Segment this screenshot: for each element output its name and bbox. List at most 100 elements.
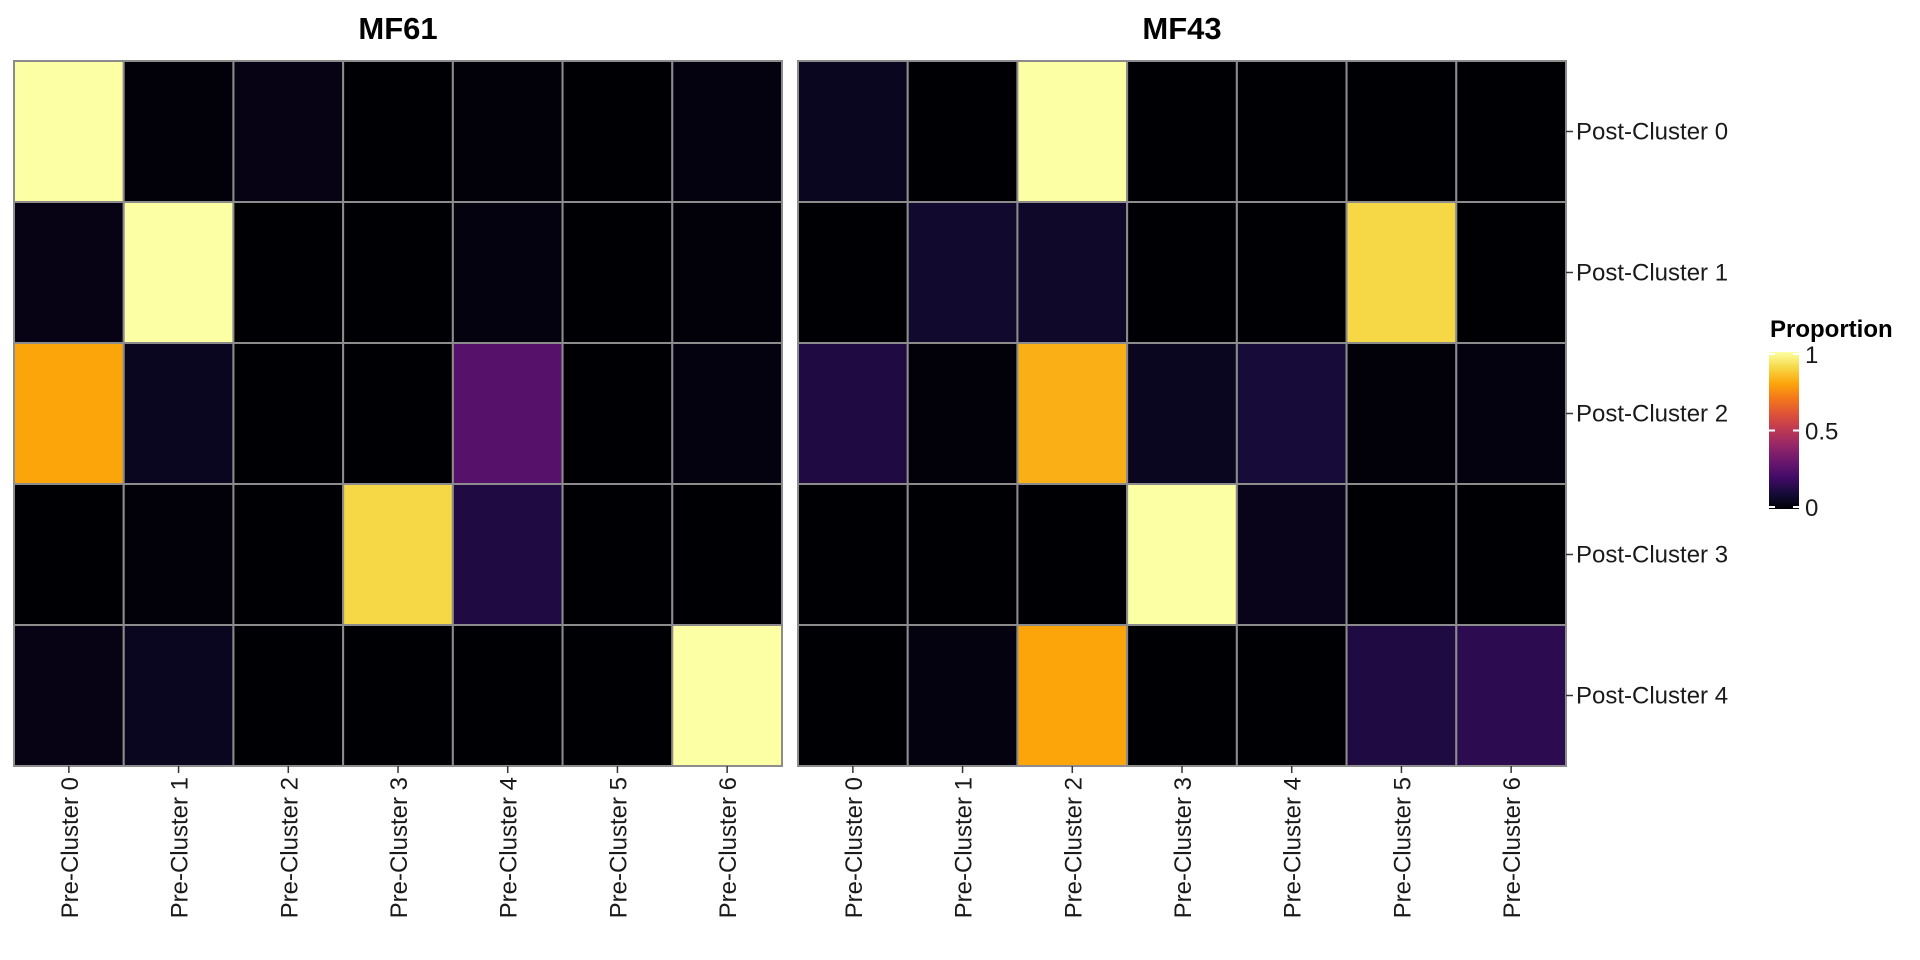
heatmap-cell	[342, 201, 454, 344]
x-tick-label: Pre-Cluster 0	[841, 777, 868, 918]
heatmap-cell	[232, 60, 345, 203]
y-tick-label: Post-Cluster 3	[1576, 542, 1728, 569]
y-tick-label: Post-Cluster 4	[1576, 683, 1728, 710]
heatmap-cell	[13, 624, 125, 767]
heatmap-cell	[797, 483, 909, 626]
heatmap-cell	[122, 60, 235, 203]
x-tick-label: Pre-Cluster 4	[496, 777, 523, 918]
heatmap-cell	[13, 483, 125, 626]
heatmap-cell	[1345, 624, 1458, 767]
x-tick-label: Pre-Cluster 6	[715, 777, 742, 918]
legend-tick-label: 1	[1805, 342, 1818, 369]
heatmap-cell	[451, 201, 564, 344]
heatmap-cell	[451, 60, 564, 203]
heatmap-cell	[232, 624, 345, 767]
heatmap-cell	[1345, 201, 1458, 344]
heatmap-cell	[13, 342, 125, 485]
heatmap-cell	[13, 201, 125, 344]
heatmap-cell	[1235, 624, 1348, 767]
heatmap-cell	[451, 342, 564, 485]
panels-layer: MF61 Pre-Cluster 0 Pre-Cluster 1 Pre-Cluste…	[13, 11, 1728, 918]
heatmap-cell	[1235, 201, 1348, 344]
heatmap-cell	[1345, 483, 1458, 626]
heatmap-cell	[671, 483, 783, 626]
heatmap-cell	[1126, 60, 1238, 203]
heatmap-cell	[1455, 483, 1568, 626]
heatmap-cell	[342, 60, 454, 203]
x-tick-label: Pre-Cluster 1	[167, 777, 194, 918]
y-tick-label: Post-Cluster 2	[1576, 401, 1728, 428]
heatmap-cell	[797, 60, 909, 203]
heatmap-cell	[561, 60, 674, 203]
heatmap-cell	[451, 624, 564, 767]
x-tick-label: Pre-Cluster 0	[57, 777, 84, 918]
heatmap-cell	[122, 624, 235, 767]
x-tick-label: Pre-Cluster 6	[1499, 777, 1526, 918]
heatmap-cell	[671, 342, 783, 485]
x-tick-label: Pre-Cluster 5	[605, 777, 632, 918]
heatmap-cell	[1126, 624, 1238, 767]
heatmap-cell	[671, 60, 783, 203]
heatmap-cell	[1455, 201, 1568, 344]
heatmap-cell	[13, 60, 125, 203]
x-tick-label: Pre-Cluster 3	[1170, 777, 1197, 918]
heatmap-cell	[122, 342, 235, 485]
heatmap-cell	[1345, 342, 1458, 485]
legend-title: Proportion	[1770, 316, 1893, 343]
heatmap-cell	[1235, 483, 1348, 626]
y-tick-label: Post-Cluster 0	[1576, 119, 1728, 146]
heatmap-cell	[451, 483, 564, 626]
legend: Proportion 0 0.5 1	[1769, 316, 1893, 522]
heatmap-cell	[342, 624, 454, 767]
heatmap-cell	[1455, 624, 1568, 767]
panel-mf61: MF61 Pre-Cluster 0 Pre-Cluster 1 Pre-Cluste…	[13, 11, 783, 918]
heatmap-cell	[342, 342, 454, 485]
heatmap-cell	[906, 60, 1019, 203]
heatmap-cell	[906, 624, 1019, 767]
heatmap-cell	[232, 483, 345, 626]
panel-title: MF43	[1142, 11, 1221, 46]
heatmap-cell	[1126, 201, 1238, 344]
heatmap-cell	[561, 201, 674, 344]
heatmap-cell	[1455, 342, 1568, 485]
heatmap-cell	[671, 201, 783, 344]
heatmap-cell	[561, 342, 674, 485]
y-axis: Post-Cluster 0 Post-Cluster 1 Post-Cluster…	[1566, 119, 1728, 710]
heatmap-cell	[561, 624, 674, 767]
heatmap-cell	[561, 483, 674, 626]
panel-title: MF61	[358, 11, 437, 46]
panel-mf43: MF43 Pre-Cluster 0 Pre-Cluster 1 Pre-Cluste…	[797, 11, 1568, 918]
x-tick-label: Pre-Cluster 2	[1060, 777, 1087, 918]
heatmap-cell	[1016, 624, 1129, 767]
heatmap-cell	[906, 201, 1019, 344]
legend-tick-label: 0.5	[1805, 419, 1838, 446]
heatmap-cell	[1126, 483, 1238, 626]
x-tick-label: Pre-Cluster 1	[951, 777, 978, 918]
legend-tick-label: 0	[1805, 495, 1818, 522]
heatmap-cell	[1016, 483, 1129, 626]
heatmap-cell	[232, 201, 345, 344]
heatmap-cell	[232, 342, 345, 485]
heatmap-cell	[122, 201, 235, 344]
heatmap-cell	[1016, 342, 1129, 485]
heatmap-cell	[1016, 60, 1129, 203]
heatmap-cell	[342, 483, 454, 626]
heatmap-cell	[122, 483, 235, 626]
heatmap-cell	[906, 342, 1019, 485]
heatmap-cell	[906, 483, 1019, 626]
x-tick-label: Pre-Cluster 2	[276, 777, 303, 918]
y-tick-label: Post-Cluster 1	[1576, 260, 1728, 287]
heatmap-cell	[1126, 342, 1238, 485]
heatmap-cell	[671, 624, 783, 767]
heatmap-cell	[797, 624, 909, 767]
heatmap-cell	[797, 342, 909, 485]
heatmap-cell	[1345, 60, 1458, 203]
x-tick-label: Pre-Cluster 5	[1389, 777, 1416, 918]
heatmap-cell	[1455, 60, 1568, 203]
heatmap-cell	[1016, 201, 1129, 344]
heatmap-cell	[1235, 342, 1348, 485]
heatmap-cell	[1235, 60, 1348, 203]
heatmap-cell	[797, 201, 909, 344]
x-tick-label: Pre-Cluster 4	[1280, 777, 1307, 918]
